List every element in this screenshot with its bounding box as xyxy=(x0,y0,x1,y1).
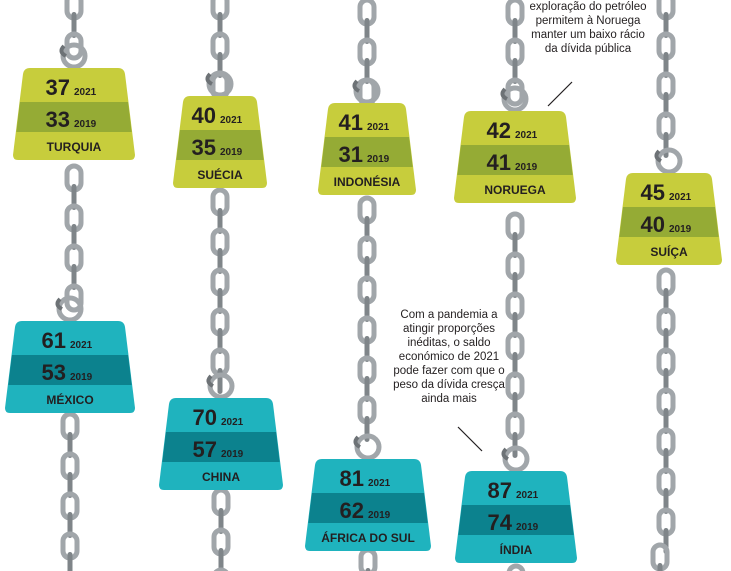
country-label-india: ÍNDIA xyxy=(500,542,533,557)
value-2021: 41 xyxy=(339,110,363,135)
chain xyxy=(60,411,80,571)
chain xyxy=(357,195,377,442)
country-label-china: CHINA xyxy=(202,470,240,484)
norway-callout-line xyxy=(547,81,573,107)
weight-band xyxy=(16,102,132,132)
country-label-suica: SUÍÇA xyxy=(650,244,688,259)
weight-band xyxy=(308,493,428,523)
value-2019: 31 xyxy=(339,142,363,167)
weight-band xyxy=(458,505,574,535)
chain xyxy=(211,487,231,571)
value-2019: 40 xyxy=(641,212,665,237)
year-label-2019: 2019 xyxy=(516,522,539,533)
country-label-suecia: SUÉCIA xyxy=(197,167,243,182)
value-2019: 53 xyxy=(42,360,66,385)
chain xyxy=(656,267,676,554)
value-2019: 57 xyxy=(193,437,217,462)
weight-indonesia: 41 2021 31 2019 INDONÉSIA xyxy=(318,77,416,195)
year-label-2019: 2019 xyxy=(515,162,538,173)
chain xyxy=(506,563,526,571)
weight-band xyxy=(321,137,413,167)
chain xyxy=(210,187,230,394)
value-2021: 40 xyxy=(192,103,216,128)
weight-noruega: 42 2021 41 2019 NORUEGA xyxy=(454,85,576,203)
year-label-2021: 2021 xyxy=(70,340,93,351)
year-label-2019: 2019 xyxy=(70,372,93,383)
chain xyxy=(64,0,84,61)
value-2019: 62 xyxy=(340,498,364,523)
value-2021: 61 xyxy=(42,328,66,353)
year-label-2019: 2019 xyxy=(74,119,97,130)
year-label-2021: 2021 xyxy=(516,490,539,501)
year-label-2021: 2021 xyxy=(515,130,538,141)
year-label-2019: 2019 xyxy=(368,510,391,521)
value-2019: 74 xyxy=(488,510,513,535)
weight-band xyxy=(176,130,264,160)
year-label-2019: 2019 xyxy=(220,147,243,158)
value-2021: 37 xyxy=(46,75,70,100)
country-label-mexico: MÉXICO xyxy=(46,392,93,407)
country-label-indonesia: INDONÉSIA xyxy=(334,174,401,189)
norway-annotation: exploração do petróleo permitem à Norueg… xyxy=(529,1,647,55)
value-2021: 81 xyxy=(340,466,364,491)
year-label-2021: 2021 xyxy=(368,478,391,489)
value-2021: 70 xyxy=(193,405,217,430)
country-label-turquia: TURQUIA xyxy=(47,140,102,154)
pandemic-annotation: Com a pandemia a atingir proporções inéd… xyxy=(393,309,505,405)
country-label-noruega: NORUEGA xyxy=(484,183,546,197)
value-2019: 35 xyxy=(192,135,216,160)
value-2021: 45 xyxy=(641,180,665,205)
chain xyxy=(505,211,525,458)
pandemic-callout-line xyxy=(457,426,483,452)
weight-china: 70 2021 57 2019 CHINA xyxy=(159,372,283,490)
chain xyxy=(650,542,670,571)
hook-ring xyxy=(655,147,683,175)
weight-africa-do-sul: 81 2021 62 2019 ÁFRICA DO SUL xyxy=(305,433,431,551)
year-label-2019: 2019 xyxy=(221,449,244,460)
year-label-2021: 2021 xyxy=(221,417,244,428)
year-label-2019: 2019 xyxy=(669,224,692,235)
weight-turquia: 37 2021 33 2019 TURQUIA xyxy=(13,42,135,160)
weight-band xyxy=(8,355,132,385)
chain xyxy=(358,547,378,571)
year-label-2021: 2021 xyxy=(74,87,97,98)
chain xyxy=(357,0,377,107)
year-label-2021: 2021 xyxy=(367,122,390,133)
value-2021: 42 xyxy=(487,118,511,143)
weight-band xyxy=(619,207,719,237)
chain xyxy=(64,163,84,313)
value-2019: 41 xyxy=(487,150,511,175)
chain xyxy=(210,0,230,101)
value-2019: 33 xyxy=(46,107,70,132)
weight-band xyxy=(162,432,280,462)
value-2021: 87 xyxy=(488,478,512,503)
weight-mexico: 61 2021 53 2019 MÉXICO xyxy=(5,295,135,413)
weight-suica: 45 2021 40 2019 SUÍÇA xyxy=(616,147,722,265)
year-label-2021: 2021 xyxy=(220,115,243,126)
weight-suecia: 40 2021 35 2019 SUÉCIA xyxy=(173,70,267,188)
chain xyxy=(656,0,676,158)
year-label-2019: 2019 xyxy=(367,154,390,165)
weight-band xyxy=(457,145,573,175)
year-label-2021: 2021 xyxy=(669,192,692,203)
country-label-africa-do-sul: ÁFRICA DO SUL xyxy=(321,530,415,545)
